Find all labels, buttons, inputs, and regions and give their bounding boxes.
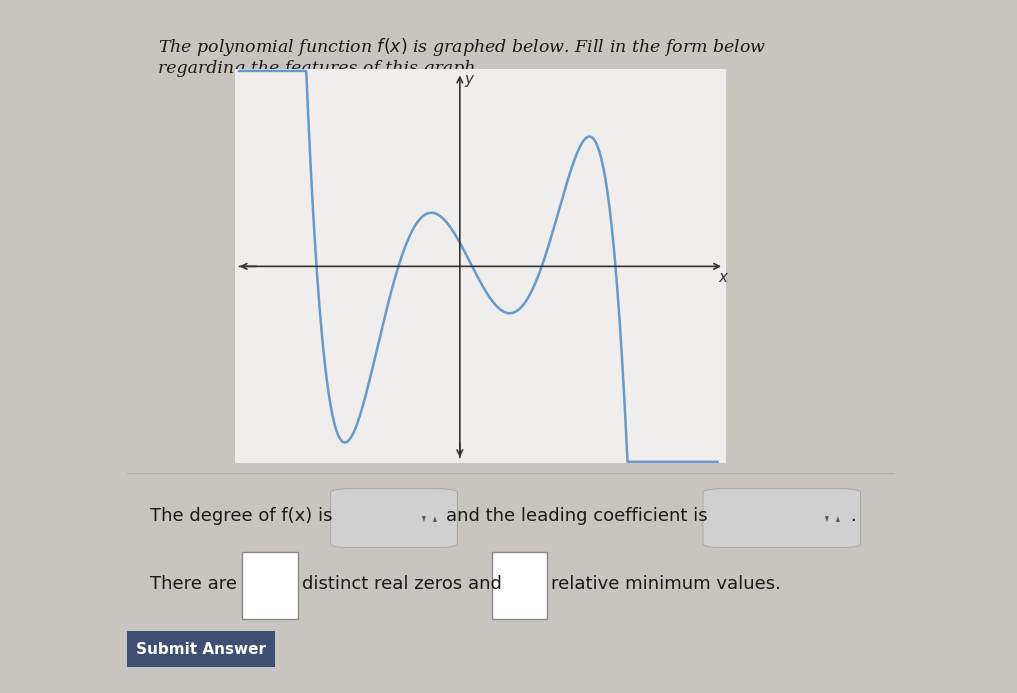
- FancyBboxPatch shape: [242, 552, 298, 619]
- Text: $x$: $x$: [718, 270, 730, 286]
- Text: The degree of f(x) is: The degree of f(x) is: [151, 507, 333, 525]
- Text: ◄
►: ◄ ►: [419, 515, 438, 521]
- Text: regarding the features of this graph.: regarding the features of this graph.: [158, 60, 481, 77]
- Text: distinct real zeros and: distinct real zeros and: [302, 575, 502, 593]
- Text: There are: There are: [151, 575, 237, 593]
- Text: .: .: [850, 507, 856, 525]
- Text: relative minimum values.: relative minimum values.: [551, 575, 781, 593]
- FancyBboxPatch shape: [703, 489, 860, 547]
- Text: $y$: $y$: [465, 73, 476, 89]
- Text: Submit Answer: Submit Answer: [136, 642, 265, 657]
- FancyBboxPatch shape: [492, 552, 547, 619]
- Text: and the leading coefficient is: and the leading coefficient is: [445, 507, 708, 525]
- FancyBboxPatch shape: [127, 631, 275, 667]
- FancyBboxPatch shape: [331, 489, 458, 547]
- Text: ◄
►: ◄ ►: [823, 515, 842, 521]
- Text: The polynomial function $f(x)$ is graphed below. Fill in the form below: The polynomial function $f(x)$ is graphe…: [158, 36, 766, 58]
